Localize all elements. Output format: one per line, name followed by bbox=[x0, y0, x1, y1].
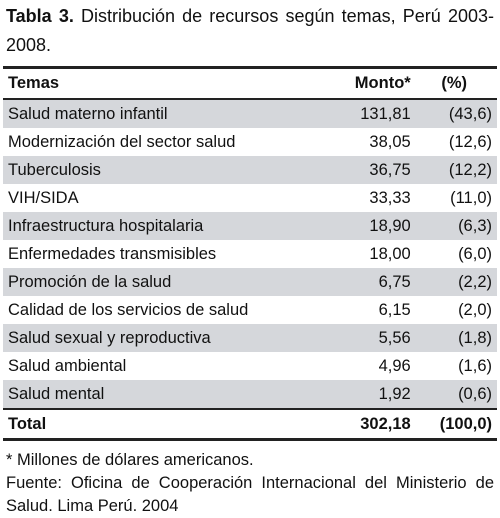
table-row: Enfermedades transmisibles 18,00 (6,0) bbox=[3, 240, 497, 268]
footnotes: * Millones de dólares americanos. Fuente:… bbox=[6, 449, 494, 518]
table-cell: 18,00 bbox=[369, 244, 411, 263]
table-cell: (2,0) bbox=[458, 300, 492, 319]
table-cell: VIH/SIDA bbox=[8, 188, 79, 207]
table-cell: Infraestructura hospitalaria bbox=[3, 212, 330, 240]
total-cell: 302,18 bbox=[360, 414, 411, 433]
table-cell: (1,8) bbox=[415, 324, 497, 352]
header-cell: Temas bbox=[8, 74, 60, 92]
total-row: Total 302,18 (100,0) bbox=[3, 409, 497, 440]
table-cell: (6,3) bbox=[415, 212, 497, 240]
table-cell: 5,56 bbox=[329, 324, 416, 352]
table-cell: 33,33 bbox=[369, 188, 411, 207]
table-cell: 131,81 bbox=[329, 99, 416, 128]
table-row: Salud mental 1,92 (0,6) bbox=[3, 380, 497, 409]
table-cell: (6,0) bbox=[458, 244, 492, 263]
caption-label: Tabla 3. bbox=[6, 6, 74, 26]
table-row: Infraestructura hospitalaria 18,90 (6,3) bbox=[3, 212, 497, 240]
table-row: Promoción de la salud 6,75 (2,2) bbox=[3, 268, 497, 296]
table-row: Calidad de los servicios de salud 6,15 (2,… bbox=[3, 296, 497, 324]
total-cell: Total bbox=[8, 414, 47, 433]
table-cell: Enfermedades transmisibles bbox=[8, 244, 217, 263]
table-cell: Salud mental bbox=[3, 380, 330, 409]
table-cell: (11,0) bbox=[450, 188, 492, 207]
footnote: Fuente: Oficina de Cooperación Internaci… bbox=[6, 474, 494, 515]
table-cell: 18,90 bbox=[329, 212, 416, 240]
table-cell: (12,6) bbox=[448, 132, 492, 151]
table-row: Salud materno infantil 131,81 (43,6) bbox=[3, 99, 497, 128]
table-cell: 36,75 bbox=[329, 156, 416, 184]
table-caption: Tabla 3. Distribución de recursos según … bbox=[6, 2, 494, 60]
table-cell: Salud materno infantil bbox=[3, 99, 330, 128]
table-row: Salud sexual y reproductiva 5,56 (1,8) bbox=[3, 324, 497, 352]
table-cell: Modernización del sector salud bbox=[8, 132, 236, 151]
table-cell: 6,15 bbox=[378, 300, 411, 319]
table-cell: Salud sexual y reproductiva bbox=[3, 324, 330, 352]
header-row: Temas Monto* (%) bbox=[3, 67, 497, 99]
table-cell: 1,92 bbox=[329, 380, 416, 409]
table-row: Salud ambiental 4,96 (1,6) bbox=[3, 352, 497, 380]
table-cell: 4,96 bbox=[378, 356, 411, 375]
table-cell: Tuberculosis bbox=[3, 156, 330, 184]
table-cell: Salud ambiental bbox=[8, 356, 127, 375]
header-cell: Monto* bbox=[354, 74, 411, 92]
table-row: Tuberculosis 36,75 (12,2) bbox=[3, 156, 497, 184]
table-cell: 6,75 bbox=[329, 268, 416, 296]
table-cell: Promoción de la salud bbox=[3, 268, 330, 296]
table-cell: (2,2) bbox=[415, 268, 497, 296]
footnote: * Millones de dólares americanos. bbox=[6, 451, 254, 469]
total-cell: (100,0) bbox=[439, 414, 492, 433]
table: Temas Monto* (%) Salud materno infantil 131… bbox=[3, 66, 497, 441]
table-cell: (12,2) bbox=[415, 156, 497, 184]
table-row: VIH/SIDA 33,33 (11,0) bbox=[3, 184, 497, 212]
header-cell: (%) bbox=[441, 74, 467, 92]
table-cell: 38,05 bbox=[369, 132, 411, 151]
caption-text: Distribución de recursos según temas, Pe… bbox=[6, 6, 494, 55]
table-row: Modernización del sector salud 38,05 (12,6… bbox=[3, 128, 497, 156]
table-cell: Calidad de los servicios de salud bbox=[8, 300, 249, 319]
table-cell: (0,6) bbox=[415, 380, 497, 409]
table-body: Salud materno infantil 131,81 (43,6) Modern… bbox=[3, 99, 497, 440]
table-cell: (43,6) bbox=[415, 99, 497, 128]
table-cell: (1,6) bbox=[458, 356, 492, 375]
